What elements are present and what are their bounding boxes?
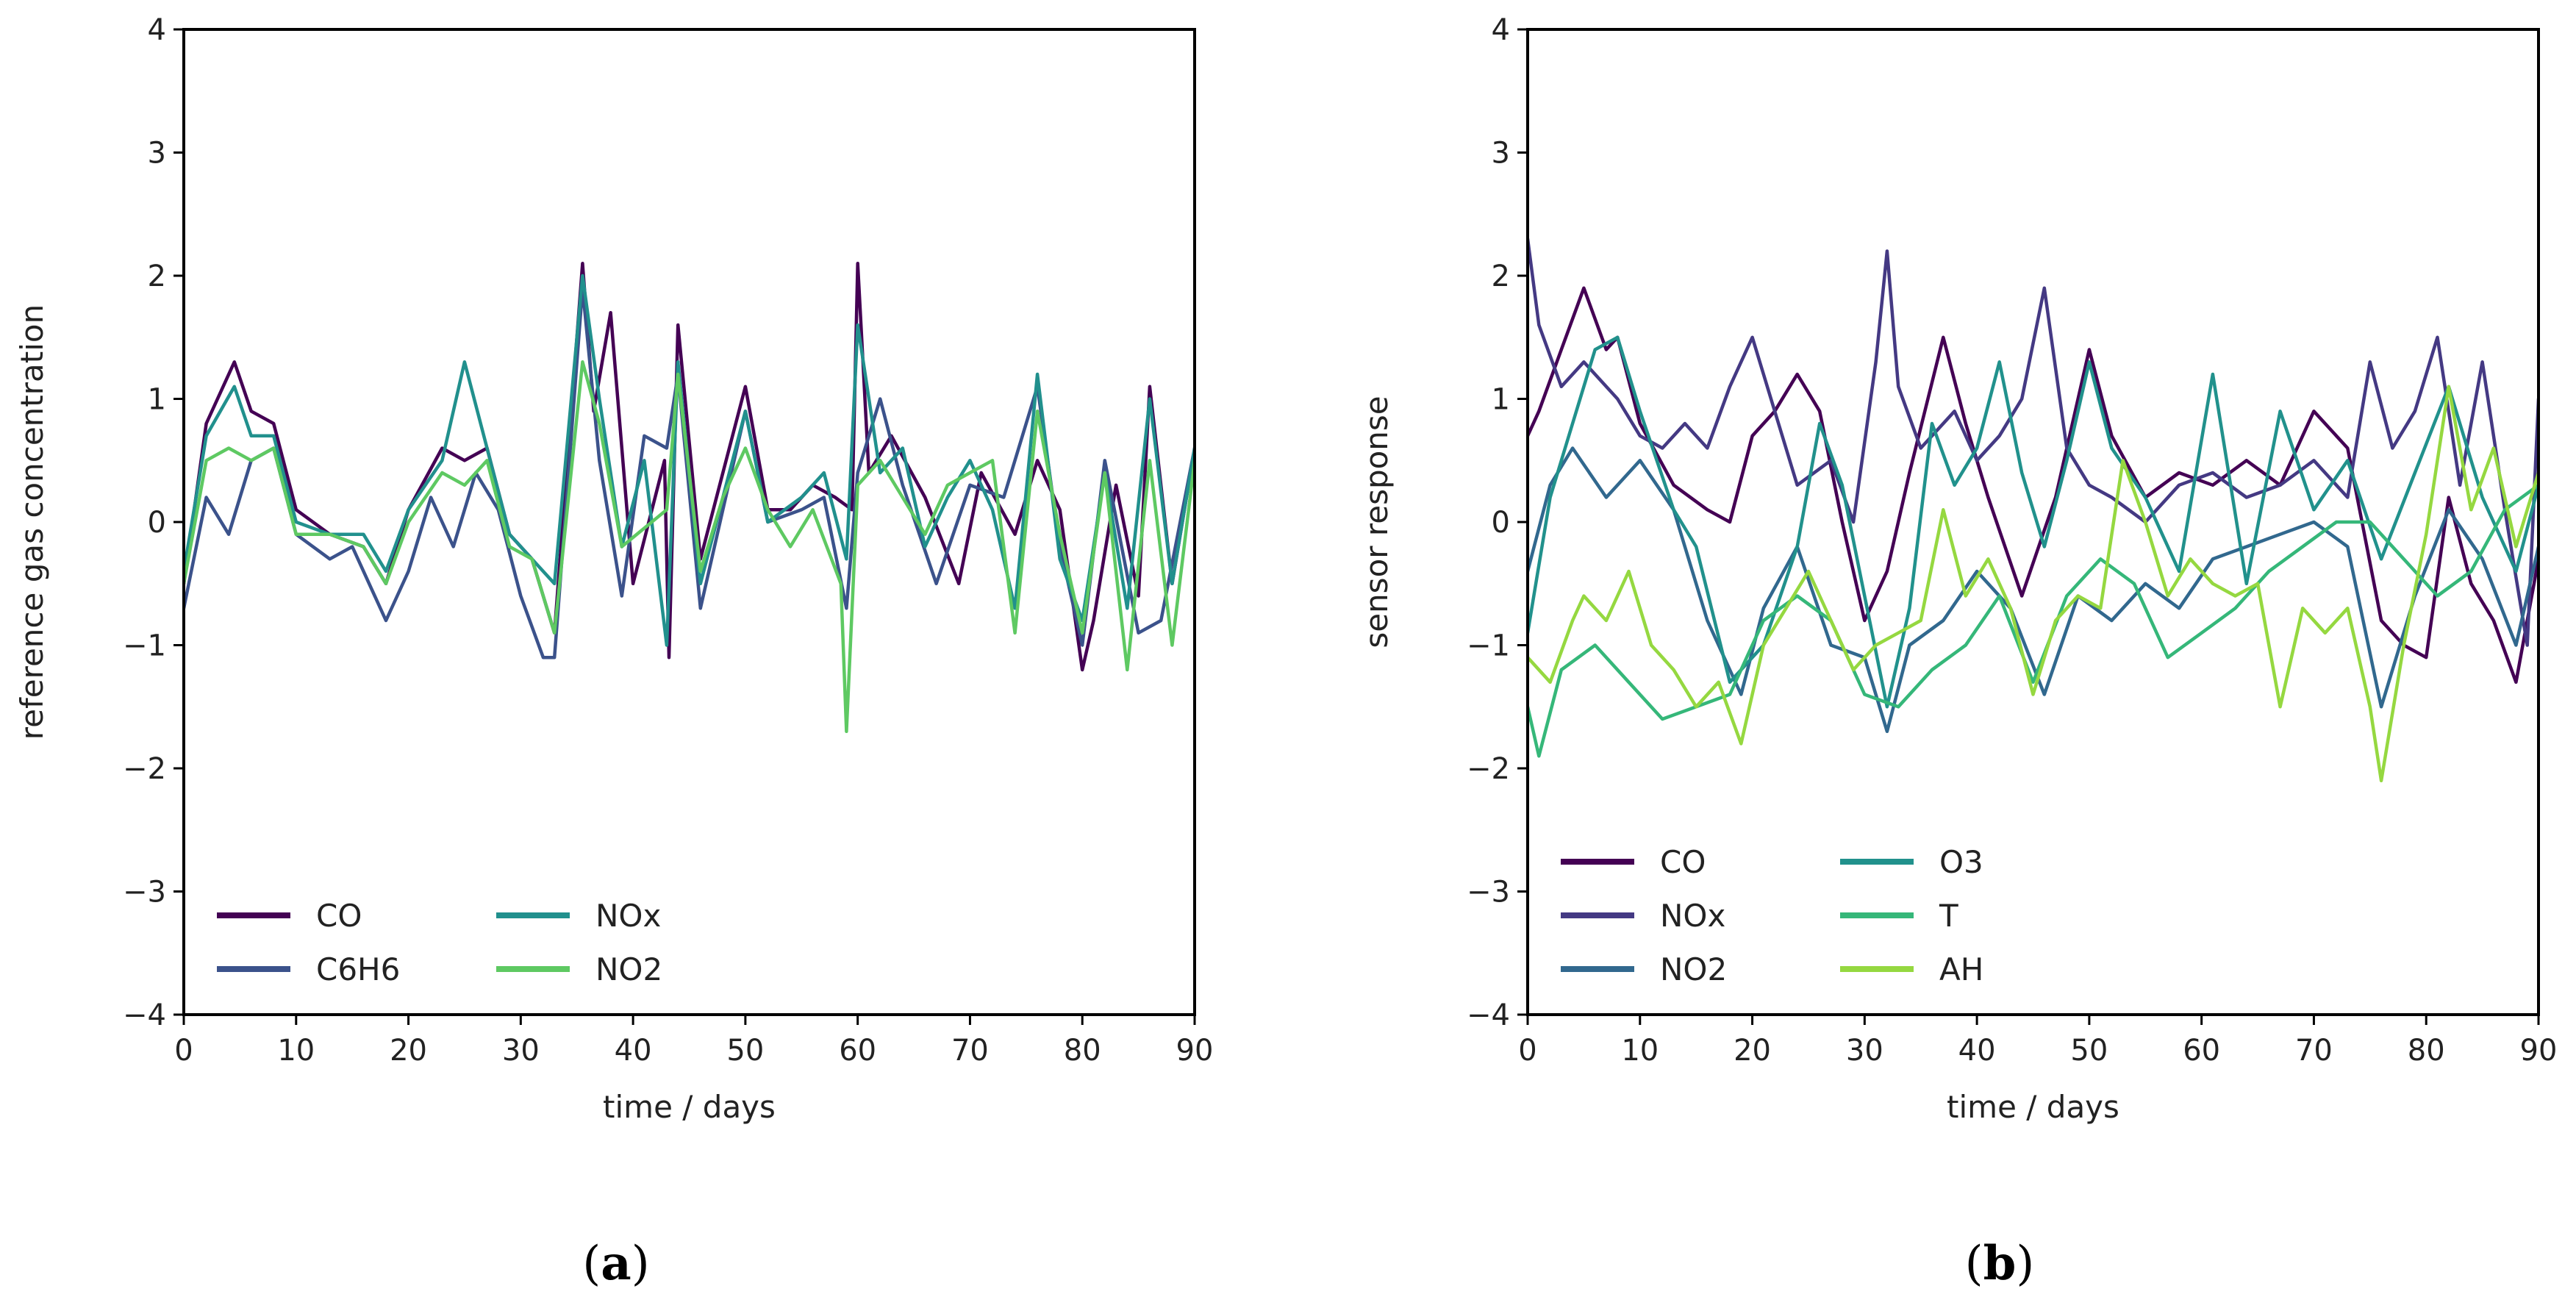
axes-frame [182,28,1196,1016]
plot-area [184,262,1195,734]
y-tick-label: −3 [123,876,166,909]
x-tick-label: 30 [1846,1034,1883,1068]
x-axis-label: time / days [1947,1089,2119,1125]
series-line-no2 [184,360,1195,734]
x-tick-label: 50 [2070,1034,2108,1068]
y-tick-label: 3 [1492,137,1510,171]
y-tick-label: −1 [1467,629,1510,663]
x-tick-label: 50 [726,1034,764,1068]
y-tick-label: 3 [148,137,166,171]
legend-label-nox: NOx [595,898,661,934]
y-tick-label: −1 [123,629,166,663]
series-line-nox [1528,237,2539,647]
plot-area [1528,237,2539,783]
y-tick-label: 1 [148,383,166,417]
y-tick-label: −2 [123,752,166,786]
x-tick-label: 90 [2520,1034,2558,1068]
panel-caption: (b) [1965,1236,2035,1291]
y-tick-label: 2 [1492,260,1510,293]
legend-label-no2: NO2 [595,951,662,987]
legend-label-ah: AH [1939,951,1983,987]
series-line-o3 [1528,335,2539,709]
x-tick-label: 70 [2295,1034,2333,1068]
x-tick-label: 0 [174,1034,193,1068]
x-tick-label: 10 [1621,1034,1659,1068]
x-tick-label: 40 [1958,1034,1996,1068]
panel-caption-letter: a [601,1236,631,1291]
y-tick-label: 0 [148,506,166,540]
x-axis-label: time / days [603,1089,776,1125]
y-tick-label: −4 [123,998,166,1032]
y-tick-label: −3 [1467,876,1510,909]
y-tick-label: 4 [148,13,166,47]
x-tick-label: 80 [2408,1034,2445,1068]
x-tick-label: 40 [615,1034,652,1068]
x-tick-label: 0 [1518,1034,1536,1068]
legend-label-no2: NO2 [1660,951,1727,987]
x-tick-label: 70 [951,1034,989,1068]
x-tick-label: 20 [390,1034,427,1068]
legend-label-nox: NOx [1660,898,1725,934]
y-tick-label: 4 [1492,13,1510,47]
y-tick-label: 2 [148,260,166,293]
y-tick-label: 0 [1492,506,1510,540]
x-tick-label: 30 [502,1034,540,1068]
series-line-ah [1528,385,2539,783]
panel-caption: (a) [582,1236,649,1291]
y-tick-label: 1 [1492,383,1510,417]
x-tick-label: 20 [1734,1034,1771,1068]
x-tick-label: 60 [839,1034,876,1068]
x-tick-label: 80 [1064,1034,1101,1068]
series-line-nox [184,274,1195,647]
legend: CO C6H6 NOx NO2 [217,898,662,987]
y-tick-label: −4 [1467,998,1510,1032]
x-tick-label: 10 [277,1034,315,1068]
legend-label-t: T [1939,898,1958,934]
panel-caption-letter: b [1983,1236,2017,1291]
series-line-c6h6 [184,286,1195,660]
legend-label-co: CO [1660,844,1706,880]
legend-label-c6h6: C6H6 [316,951,400,987]
x-tick-label: 90 [1176,1034,1214,1068]
legend-label-o3: O3 [1939,844,1983,880]
legend-label-co: CO [316,898,362,934]
y-tick-label: −2 [1467,752,1510,786]
series-line-t [1528,483,2539,758]
y-axis-label: sensor response [1359,396,1395,648]
y-axis-label: reference gas concentration [14,304,50,740]
legend: CO NOx NO2 O3 T AH [1561,844,1983,987]
x-tick-label: 60 [2183,1034,2220,1068]
